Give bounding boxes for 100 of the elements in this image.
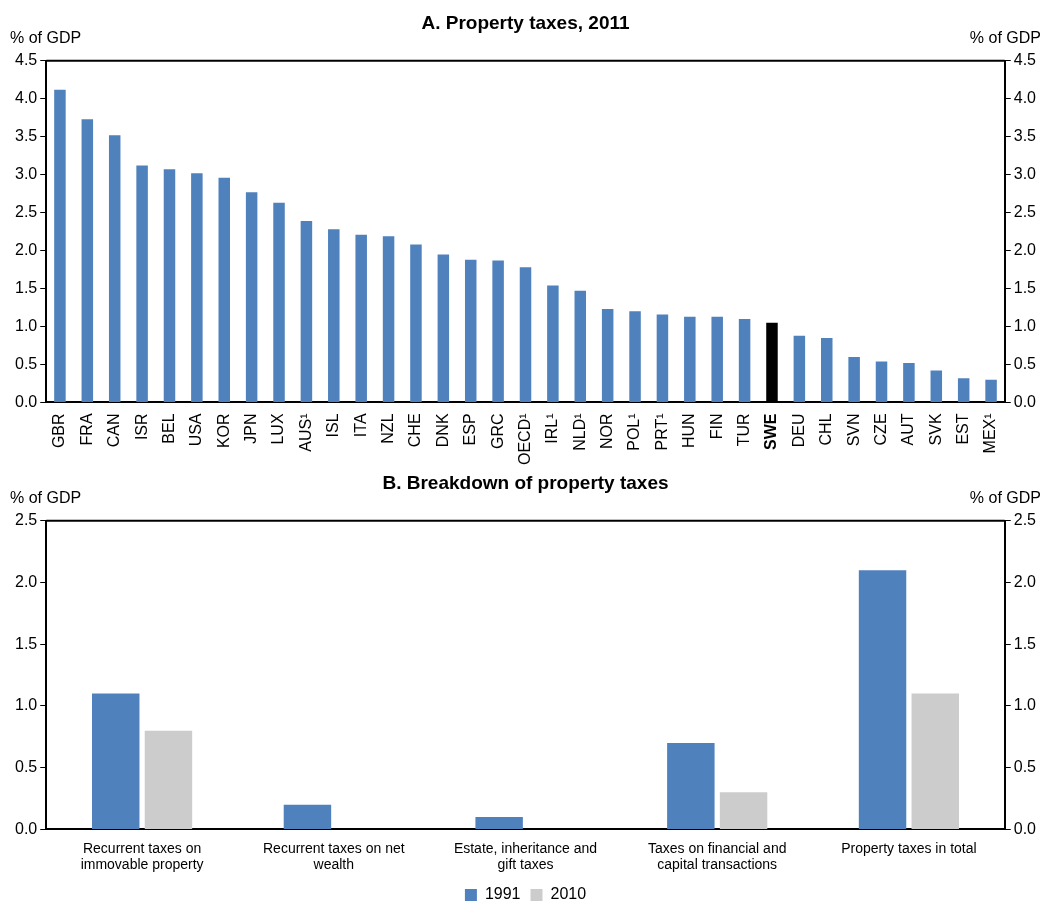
bar: [738, 318, 751, 402]
bar: [245, 192, 258, 402]
x-tick-label: AUS¹: [296, 413, 314, 452]
y2-axis-title: % of GDP: [969, 489, 1041, 507]
bar: [719, 792, 768, 829]
legend-label: 1991: [484, 885, 521, 903]
y-tick-label: 0.0: [14, 392, 38, 410]
bar: [464, 259, 477, 402]
x-tick-label: IRL¹: [543, 413, 561, 444]
bar: [547, 285, 559, 402]
x-tick-label: Estate, inheritance and gift taxes: [453, 839, 598, 873]
x-tick-label: FIN: [707, 413, 725, 440]
bar: [144, 730, 193, 829]
bar: [601, 309, 614, 402]
bar: [300, 220, 313, 402]
y2-tick-label: 4.5: [1013, 51, 1037, 69]
x-tick-label: USA: [187, 413, 205, 447]
bar: [163, 169, 176, 402]
bar: [410, 244, 422, 402]
x-tick-label: POL¹: [625, 413, 643, 451]
y-tick-label: 0.0: [14, 819, 38, 837]
y2-tick-label: 3.5: [1013, 127, 1037, 145]
y-tick-label: 1.5: [14, 634, 38, 652]
bar: [957, 378, 970, 402]
y-tick-label: 0.5: [14, 758, 38, 776]
x-tick-label: KOR: [214, 413, 232, 449]
bar: [92, 693, 140, 829]
x-tick-label: CZE: [871, 413, 889, 446]
x-tick-label: PRT¹: [652, 413, 670, 451]
x-tick-label: CAN: [105, 413, 123, 448]
x-tick-label: NLD¹: [570, 413, 588, 451]
x-tick-label: TUR: [735, 413, 752, 447]
x-tick-label: ESP: [461, 413, 479, 446]
x-tick-label: FRA: [77, 413, 95, 446]
y2-tick-label: 2.0: [1013, 572, 1037, 590]
bar: [54, 89, 66, 402]
bar: [519, 267, 532, 402]
bar: [492, 260, 504, 402]
bar: [629, 311, 641, 402]
x-tick-label: Property taxes in total: [841, 839, 977, 856]
y2-tick-label: 0.5: [1013, 758, 1037, 776]
chart-title: A. Property taxes, 2011: [421, 11, 630, 33]
y2-tick-label: 1.5: [1013, 634, 1037, 652]
y2-tick-label: 3.0: [1013, 165, 1037, 183]
bar: [355, 234, 367, 402]
y-tick-label: 4.0: [14, 89, 38, 107]
x-tick-label: DNK: [433, 413, 451, 448]
y2-tick-label: 4.0: [1013, 89, 1037, 107]
y2-tick-label: 2.0: [1013, 241, 1037, 259]
bar: [911, 693, 959, 829]
bar: [858, 570, 907, 829]
bar: [328, 229, 340, 402]
x-tick-label: ISR: [132, 413, 150, 441]
y-tick-label: 1.5: [14, 278, 38, 296]
bar: [821, 337, 833, 402]
x-tick-label: AUT: [899, 413, 917, 446]
y-tick-label: 2.0: [14, 241, 38, 259]
bar: [684, 316, 696, 402]
bar: [283, 804, 332, 829]
x-tick-label: MEX¹: [981, 413, 999, 454]
y-tick-label: 2.5: [14, 203, 38, 221]
x-tick-label: SWE: [762, 413, 780, 450]
bar: [574, 290, 587, 402]
bar: [875, 361, 888, 402]
bar: [903, 362, 915, 402]
y2-tick-label: 1.5: [1013, 278, 1037, 296]
bar: [191, 173, 203, 402]
x-tick-label: NOR: [598, 413, 616, 450]
x-tick-label: Taxes on financial and capital transactions: [647, 839, 787, 873]
bar: [382, 236, 395, 402]
x-tick-label: CHL: [817, 413, 835, 446]
y-axis-title: % of GDP: [10, 29, 82, 47]
bar: [711, 316, 723, 402]
x-tick-label: GBR: [50, 413, 68, 449]
y-tick-label: 4.5: [14, 51, 38, 69]
x-tick-label: NZL: [378, 413, 396, 444]
x-tick-label: OECD¹: [515, 413, 533, 466]
x-tick-label: HUN: [680, 413, 698, 449]
x-tick-label: JPN: [242, 413, 260, 444]
bar: [108, 135, 121, 402]
y2-tick-label: 2.5: [1013, 511, 1037, 529]
bar: [81, 119, 94, 402]
x-tick-label: CHE: [406, 413, 424, 448]
y-tick-label: 3.0: [14, 165, 38, 183]
chart-title: B. Breakdown of property taxes: [382, 471, 669, 493]
bar: [930, 370, 943, 402]
legend-label: 2010: [550, 885, 587, 903]
bar: [437, 254, 450, 402]
y-tick-label: 1.0: [14, 316, 38, 334]
x-tick-label: ISL: [324, 413, 342, 438]
bar: [218, 177, 230, 402]
bar: [273, 202, 285, 402]
y-tick-label: 2.5: [14, 511, 38, 529]
bar: [656, 314, 669, 402]
x-tick-label: GRC: [488, 413, 506, 450]
y2-tick-label: 1.0: [1013, 696, 1037, 714]
x-tick-label: EST: [954, 413, 972, 445]
bar: [475, 817, 523, 829]
x-tick-label: BEL: [159, 413, 177, 444]
y-tick-label: 0.5: [14, 354, 38, 372]
